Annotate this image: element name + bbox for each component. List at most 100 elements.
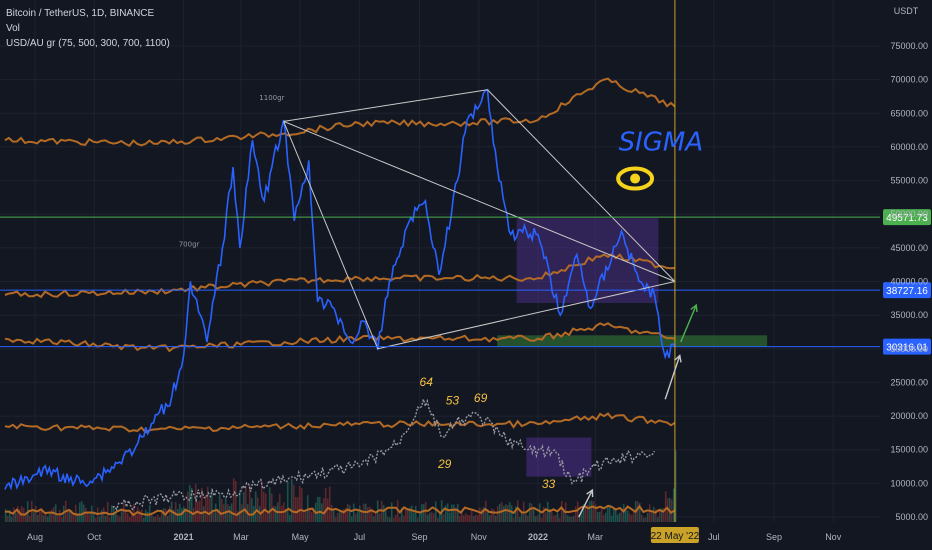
zone-box bbox=[526, 437, 592, 477]
volume-bar bbox=[642, 517, 645, 522]
volume-bar bbox=[662, 508, 665, 522]
volume-bar bbox=[520, 512, 523, 522]
volume-bar bbox=[244, 486, 247, 522]
volume-bar bbox=[658, 509, 661, 522]
volume-bar bbox=[360, 510, 363, 522]
volume-bar bbox=[186, 491, 189, 522]
volume-bar bbox=[68, 510, 71, 522]
volume-bar bbox=[250, 498, 253, 522]
x-axis[interactable]: Aug Oct 2021 Mar May Jul Sep Nov 2022 Mar Jul Sep No… bbox=[27, 532, 842, 542]
volume-bar bbox=[368, 506, 371, 522]
volume-bar bbox=[640, 514, 643, 522]
volume-bar bbox=[124, 509, 127, 522]
volume-bar bbox=[298, 486, 301, 522]
y-tick-label: 45000.00 bbox=[890, 243, 928, 253]
volume-bar bbox=[562, 510, 565, 522]
y-axis[interactable]: USDT 75000.00 70000.00 65000.00 60000.00 5500… bbox=[890, 6, 928, 522]
volume-bar bbox=[140, 509, 143, 522]
arrow-shaft bbox=[680, 304, 697, 343]
volume-bar bbox=[556, 513, 559, 522]
volume-bar bbox=[150, 513, 153, 522]
volume-bar bbox=[280, 505, 283, 522]
volume-bar bbox=[224, 497, 227, 522]
volume-bar bbox=[636, 501, 639, 522]
volume-bar bbox=[528, 502, 531, 522]
volume-bar bbox=[510, 505, 513, 522]
volume-bar bbox=[664, 491, 667, 522]
trend-line bbox=[487, 89, 676, 282]
volume-bar bbox=[516, 500, 519, 522]
volume-bar bbox=[12, 507, 15, 522]
volume-bar bbox=[122, 502, 125, 522]
trend-lines bbox=[283, 89, 676, 350]
volume-bar bbox=[240, 504, 243, 522]
indicator-legend[interactable]: USD/AU gr (75, 500, 300, 700, 1100) bbox=[6, 38, 170, 49]
volume-bar bbox=[310, 511, 313, 522]
count-label: 53 bbox=[446, 394, 460, 408]
volume-bar bbox=[626, 510, 629, 522]
volume-bar bbox=[128, 516, 131, 522]
volume-bar bbox=[398, 517, 401, 522]
volume-bar bbox=[426, 514, 429, 522]
volume-bar bbox=[428, 512, 431, 522]
volume-bar bbox=[134, 515, 137, 522]
volume-bar bbox=[594, 504, 597, 522]
volume-bar bbox=[596, 511, 599, 522]
x-tick-label: Aug bbox=[27, 532, 43, 542]
volume-bar bbox=[476, 515, 479, 522]
volume-bar bbox=[482, 507, 485, 522]
volume-bar bbox=[152, 516, 155, 522]
y-tick-label: 5000.00 bbox=[895, 512, 928, 522]
volume-bar bbox=[612, 508, 615, 522]
volume-bar bbox=[226, 504, 229, 522]
volume-bar bbox=[614, 510, 617, 522]
volume-bar bbox=[146, 511, 149, 522]
volume-bar bbox=[340, 512, 343, 522]
volume-bar bbox=[624, 510, 627, 522]
volume-bar bbox=[602, 515, 605, 522]
x-tick-label: Mar bbox=[233, 532, 249, 542]
volume-bar bbox=[656, 517, 659, 522]
volume-bar bbox=[328, 486, 331, 522]
volume-bar bbox=[302, 510, 305, 522]
volume-bar bbox=[508, 502, 511, 522]
price-series bbox=[4, 88, 676, 491]
volume-bar bbox=[620, 508, 623, 522]
price-line bbox=[4, 88, 676, 491]
volume-bar bbox=[194, 483, 197, 522]
volume-bar bbox=[618, 512, 621, 522]
volume-bar bbox=[572, 515, 575, 522]
volume-bar bbox=[422, 504, 425, 522]
volume-bar bbox=[98, 516, 101, 522]
volume-bar bbox=[220, 499, 223, 522]
volume-bar bbox=[130, 513, 133, 522]
volume-bar bbox=[184, 508, 187, 522]
volume-bar bbox=[484, 500, 487, 522]
volume-bar bbox=[486, 508, 489, 522]
volume-bar bbox=[600, 507, 603, 522]
symbol-title[interactable]: Bitcoin / TetherUS, 1D, BINANCE bbox=[6, 8, 155, 19]
volume-bar bbox=[598, 511, 601, 522]
volume-bar bbox=[166, 515, 169, 522]
level-price-box bbox=[883, 338, 931, 355]
volume-bar bbox=[674, 450, 677, 522]
arrow-shaft bbox=[578, 489, 594, 518]
volume-legend[interactable]: Vol bbox=[6, 23, 20, 34]
volume-bar bbox=[560, 500, 563, 522]
y-tick-label: 15000.00 bbox=[890, 445, 928, 455]
y-tick-label: 70000.00 bbox=[890, 75, 928, 85]
volume-bar bbox=[292, 484, 295, 522]
volume-bar bbox=[610, 515, 613, 522]
volume-bar bbox=[308, 507, 311, 522]
arrows bbox=[578, 303, 698, 518]
volume-bar bbox=[390, 502, 393, 522]
volume-bar bbox=[248, 485, 251, 522]
volume-bar bbox=[342, 509, 345, 522]
y-tick-label: 75000.00 bbox=[890, 41, 928, 51]
volume-bar bbox=[468, 514, 471, 522]
volume-bar bbox=[266, 512, 269, 522]
volume-bar bbox=[228, 505, 231, 522]
trend-line bbox=[283, 121, 379, 349]
volume-bar bbox=[202, 506, 205, 522]
